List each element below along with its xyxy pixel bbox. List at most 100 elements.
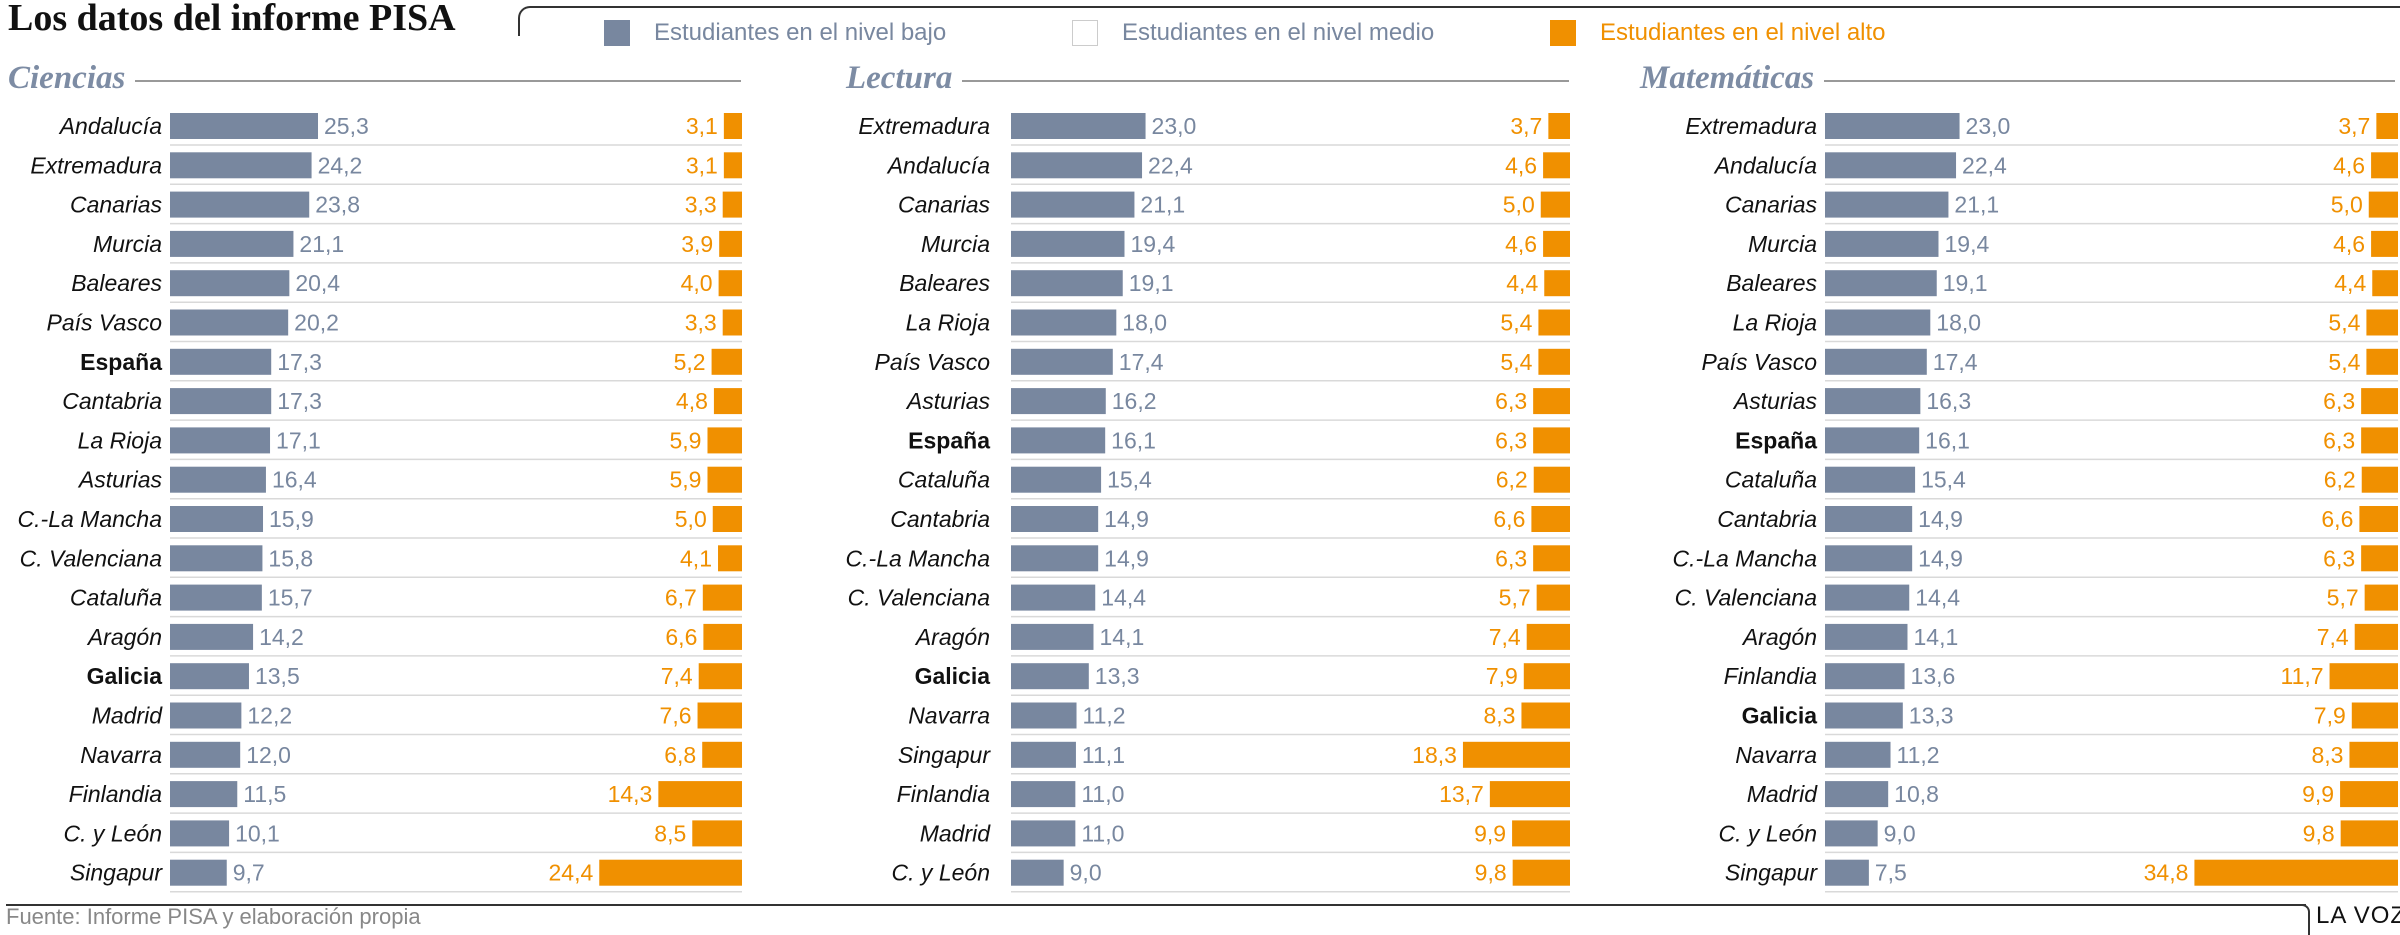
bar-high bbox=[1533, 466, 1570, 493]
category-label: España bbox=[1735, 427, 1817, 453]
bar-low bbox=[1011, 781, 1076, 808]
data-label-low: 21,1 bbox=[1954, 192, 1999, 218]
data-label-high: 3,7 bbox=[1510, 113, 1542, 139]
data-label-high: 7,4 bbox=[1489, 624, 1521, 650]
data-label-high: 6,6 bbox=[1493, 506, 1525, 532]
data-label-high: 6,3 bbox=[1495, 427, 1527, 453]
data-label-high: 4,8 bbox=[676, 388, 708, 414]
brand-label: LA VOZ bbox=[2316, 902, 2400, 929]
data-label-low: 23,8 bbox=[315, 192, 360, 218]
bar-low bbox=[170, 348, 272, 375]
bar-high bbox=[2194, 859, 2398, 886]
legend-low-swatch bbox=[604, 20, 630, 46]
category-label: Murcia bbox=[921, 231, 990, 257]
bar-low bbox=[1825, 309, 1931, 336]
data-label-high: 7,9 bbox=[2314, 703, 2346, 729]
bar-low bbox=[170, 230, 294, 257]
bar-low bbox=[170, 702, 242, 729]
bar-low bbox=[1011, 741, 1076, 768]
data-label-high: 3,7 bbox=[2338, 113, 2370, 139]
bar-high bbox=[1512, 859, 1570, 886]
data-label-low: 15,4 bbox=[1107, 467, 1152, 493]
data-label-high: 4,4 bbox=[1506, 270, 1538, 296]
bar-low bbox=[1825, 388, 1921, 415]
data-label-high: 9,9 bbox=[2302, 781, 2334, 807]
bar-high bbox=[723, 152, 742, 179]
data-label-low: 11,0 bbox=[1081, 820, 1124, 846]
bar-low bbox=[1825, 230, 1939, 257]
data-label-high: 3,9 bbox=[681, 231, 713, 257]
bar-high bbox=[2372, 270, 2398, 297]
data-label-low: 17,4 bbox=[1933, 349, 1978, 375]
category-label: Galicia bbox=[87, 663, 163, 689]
data-label-low: 18,0 bbox=[1122, 310, 1167, 336]
data-label-low: 21,1 bbox=[1140, 192, 1185, 218]
bar-low bbox=[1011, 230, 1125, 257]
bar-low bbox=[1825, 545, 1913, 572]
bar-high bbox=[1533, 388, 1570, 415]
bar-low bbox=[1825, 820, 1878, 847]
category-label: C. Valenciana bbox=[1675, 585, 1817, 611]
category-label: País Vasco bbox=[875, 349, 991, 375]
data-label-low: 11,2 bbox=[1897, 742, 1940, 768]
category-label: C. y León bbox=[1719, 820, 1817, 846]
bar-high bbox=[1544, 270, 1570, 297]
data-label-high: 7,9 bbox=[1486, 663, 1518, 689]
category-label: La Rioja bbox=[906, 310, 990, 336]
bar-high bbox=[1531, 506, 1570, 532]
legend-mid-label: Estudiantes en el nivel medio bbox=[1122, 19, 1435, 46]
data-label-high: 6,6 bbox=[2321, 506, 2353, 532]
bar-high bbox=[718, 545, 742, 572]
data-label-low: 22,4 bbox=[1148, 152, 1193, 178]
category-label: Cataluña bbox=[1725, 467, 1817, 493]
bar-high bbox=[719, 230, 742, 257]
bar-low bbox=[170, 584, 262, 611]
data-label-low: 16,4 bbox=[272, 467, 317, 493]
data-label-low: 7,5 bbox=[1875, 860, 1907, 886]
data-label-low: 12,0 bbox=[246, 742, 291, 768]
data-label-low: 19,4 bbox=[1944, 231, 1989, 257]
data-label-low: 16,1 bbox=[1925, 427, 1970, 453]
bar-low bbox=[1825, 702, 1903, 729]
data-label-high: 4,0 bbox=[681, 270, 713, 296]
bar-low bbox=[170, 466, 266, 493]
data-label-high: 6,8 bbox=[664, 742, 696, 768]
data-label-high: 5,0 bbox=[2331, 192, 2363, 218]
bar-high bbox=[711, 348, 742, 375]
bar-high bbox=[692, 820, 742, 847]
category-label: C.-La Mancha bbox=[846, 545, 990, 571]
bar-low bbox=[1825, 191, 1949, 218]
bar-low bbox=[170, 388, 272, 415]
source-note: Fuente: Informe PISA y elaboración propi… bbox=[6, 904, 421, 929]
panel-title-label: Lectura bbox=[846, 56, 963, 100]
bar-high bbox=[2361, 466, 2398, 493]
bar-low bbox=[170, 113, 319, 139]
category-label: España bbox=[80, 349, 162, 375]
data-label-low: 9,0 bbox=[1884, 820, 1916, 846]
data-label-low: 14,2 bbox=[259, 624, 304, 650]
bar-high bbox=[722, 309, 742, 336]
bar-low bbox=[1825, 152, 1957, 179]
data-label-low: 22,4 bbox=[1962, 152, 2007, 178]
category-label: Baleares bbox=[71, 270, 162, 296]
panel-title-rule bbox=[8, 80, 741, 82]
bar-low bbox=[1825, 741, 1891, 768]
category-label: Baleares bbox=[899, 270, 990, 296]
bar-low bbox=[1011, 427, 1106, 454]
data-label-high: 7,4 bbox=[2317, 624, 2349, 650]
bar-high bbox=[2340, 781, 2398, 808]
data-label-low: 14,4 bbox=[1915, 585, 1960, 611]
category-label: Extremadura bbox=[30, 152, 162, 178]
bar-high bbox=[1533, 427, 1570, 454]
category-label: Extremadura bbox=[1685, 113, 1817, 139]
category-label: La Rioja bbox=[1733, 310, 1817, 336]
category-label: Cantabria bbox=[1717, 506, 1817, 532]
bar-low bbox=[1825, 584, 1910, 611]
chart-title: Los datos del informe PISA bbox=[8, 0, 456, 39]
bar-low bbox=[1011, 506, 1099, 532]
bar-low bbox=[1011, 152, 1143, 179]
category-label: Finlandia bbox=[69, 781, 162, 807]
category-label: Navarra bbox=[1735, 742, 1817, 768]
data-label-high: 5,9 bbox=[670, 467, 702, 493]
bar-high bbox=[2354, 623, 2398, 650]
